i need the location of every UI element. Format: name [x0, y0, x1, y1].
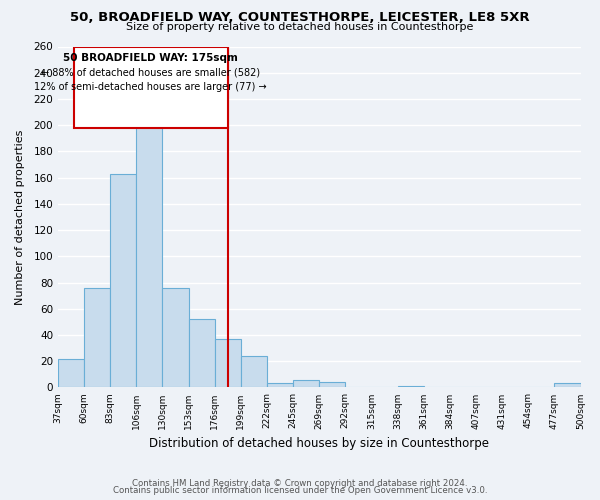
- Bar: [84, 288, 110, 388]
- X-axis label: Distribution of detached houses by size in Countesthorpe: Distribution of detached houses by size …: [149, 437, 489, 450]
- Text: 50 BROADFIELD WAY: 175sqm: 50 BROADFIELD WAY: 175sqm: [63, 53, 238, 63]
- Text: Contains HM Land Registry data © Crown copyright and database right 2024.: Contains HM Land Registry data © Crown c…: [132, 478, 468, 488]
- FancyBboxPatch shape: [74, 46, 228, 128]
- Text: Contains public sector information licensed under the Open Government Licence v3: Contains public sector information licen…: [113, 486, 487, 495]
- Bar: [215, 339, 241, 388]
- Bar: [110, 174, 136, 388]
- Y-axis label: Number of detached properties: Number of detached properties: [15, 130, 25, 304]
- Bar: [163, 288, 188, 388]
- Text: Size of property relative to detached houses in Countesthorpe: Size of property relative to detached ho…: [127, 22, 473, 32]
- Text: 12% of semi-detached houses are larger (77) →: 12% of semi-detached houses are larger (…: [34, 82, 267, 92]
- Bar: [293, 380, 319, 388]
- Bar: [319, 382, 346, 388]
- Bar: [267, 384, 293, 388]
- Bar: [241, 356, 267, 388]
- Bar: [398, 386, 424, 388]
- Text: ← 88% of detached houses are smaller (582): ← 88% of detached houses are smaller (58…: [41, 68, 260, 78]
- Bar: [188, 319, 215, 388]
- Bar: [554, 384, 581, 388]
- Bar: [136, 120, 163, 388]
- Bar: [58, 358, 84, 388]
- Text: 50, BROADFIELD WAY, COUNTESTHORPE, LEICESTER, LE8 5XR: 50, BROADFIELD WAY, COUNTESTHORPE, LEICE…: [70, 11, 530, 24]
